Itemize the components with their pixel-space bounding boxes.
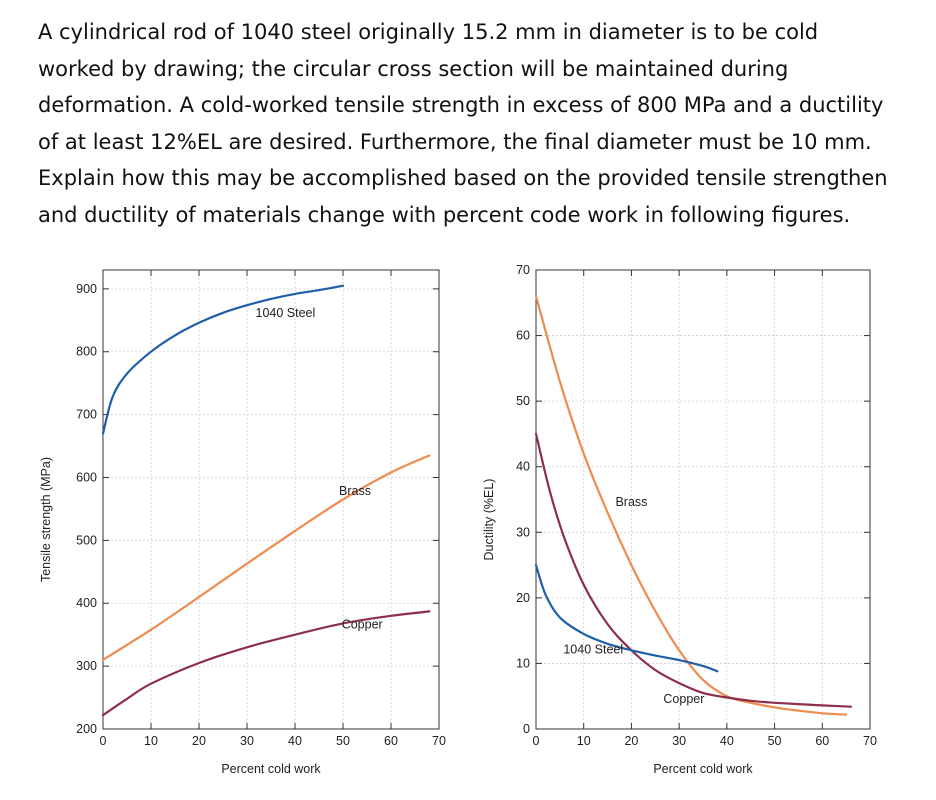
curve-label: Brass — [615, 495, 647, 509]
y-tick-label: 500 — [76, 533, 97, 547]
ductility-chart: 0 10 20 30 40 50 60 70 0 10 20 30 40 50 60 70 Percent co… — [482, 263, 877, 776]
y-tick-label: 60 — [516, 329, 530, 343]
y-tick-label: 700 — [76, 408, 97, 422]
x-tick-label: 0 — [100, 734, 107, 748]
y-tick-label: 800 — [76, 345, 97, 359]
x-tick-label: 50 — [336, 734, 350, 748]
curve-label: Copper — [342, 617, 383, 631]
x-tick-label: 60 — [384, 734, 398, 748]
x-tick-label: 20 — [192, 734, 206, 748]
series-line-brass — [534, 295, 848, 716]
plot-frame — [535, 269, 871, 730]
y-axis-label: Tensile strength (MPa) — [39, 457, 53, 582]
question-line: deformation. A cold-worked tensile stren… — [38, 93, 884, 117]
y-tick-label: 20 — [516, 591, 530, 605]
y-tick-label: 50 — [516, 394, 530, 408]
curve-label: Copper — [663, 692, 704, 706]
y-tick-label: 30 — [516, 525, 530, 539]
y-tick-label: 0 — [523, 722, 530, 736]
y-tick-label: 600 — [76, 470, 97, 484]
x-tick-label: 30 — [240, 734, 254, 748]
series-line-copper — [534, 432, 852, 708]
x-tick-label: 40 — [720, 734, 734, 748]
y-tick-label: 400 — [76, 596, 97, 610]
curve-label: Brass — [339, 484, 371, 498]
question-text: A cylindrical rod of 1040 steel original… — [38, 14, 898, 233]
y-tick-label: 10 — [516, 656, 530, 670]
question-line: of at least 12%EL are desired. Furthermo… — [38, 129, 872, 154]
tensile-strength-chart: 0 10 20 30 40 50 60 70 200 300 400 500 600 700 800 900 P… — [39, 269, 446, 776]
y-tick-label: 40 — [516, 460, 530, 474]
x-tick-label: 70 — [863, 734, 877, 748]
y-tick-label: 300 — [76, 659, 97, 673]
y-tick-label: 70 — [516, 263, 530, 277]
x-tick-label: 50 — [768, 734, 782, 748]
question-line: Explain how this may be accomplished bas… — [38, 166, 888, 190]
x-axis-label: Percent cold work — [653, 762, 753, 776]
y-axis-label: Ductility (%EL) — [482, 479, 496, 561]
x-tick-label: 10 — [144, 734, 158, 748]
curve-label: 1040 Steel — [563, 643, 623, 657]
x-tick-label: 10 — [577, 734, 591, 748]
question-line: worked by drawing; the circular cross se… — [38, 56, 789, 81]
x-tick-label: 20 — [624, 734, 638, 748]
series-line-copper — [101, 610, 431, 717]
x-tick-label: 40 — [288, 734, 302, 748]
y-tick-label: 900 — [76, 282, 97, 296]
x-tick-label: 70 — [432, 734, 446, 748]
x-axis-label: Percent cold work — [221, 762, 321, 776]
series-line-brass — [101, 454, 431, 661]
y-tick-label: 200 — [76, 722, 97, 736]
x-tick-label: 60 — [815, 734, 829, 748]
question-line: A cylindrical rod of 1040 steel original… — [38, 20, 819, 44]
question-line: and ductility of materials change with p… — [38, 202, 851, 227]
curve-label: 1040 Steel — [256, 306, 316, 320]
x-tick-label: 30 — [672, 734, 686, 748]
series-line-1040-steel — [534, 564, 719, 673]
plot-frame — [102, 269, 440, 730]
series-line-1040-steel — [101, 284, 345, 435]
x-tick-label: 0 — [533, 734, 540, 748]
